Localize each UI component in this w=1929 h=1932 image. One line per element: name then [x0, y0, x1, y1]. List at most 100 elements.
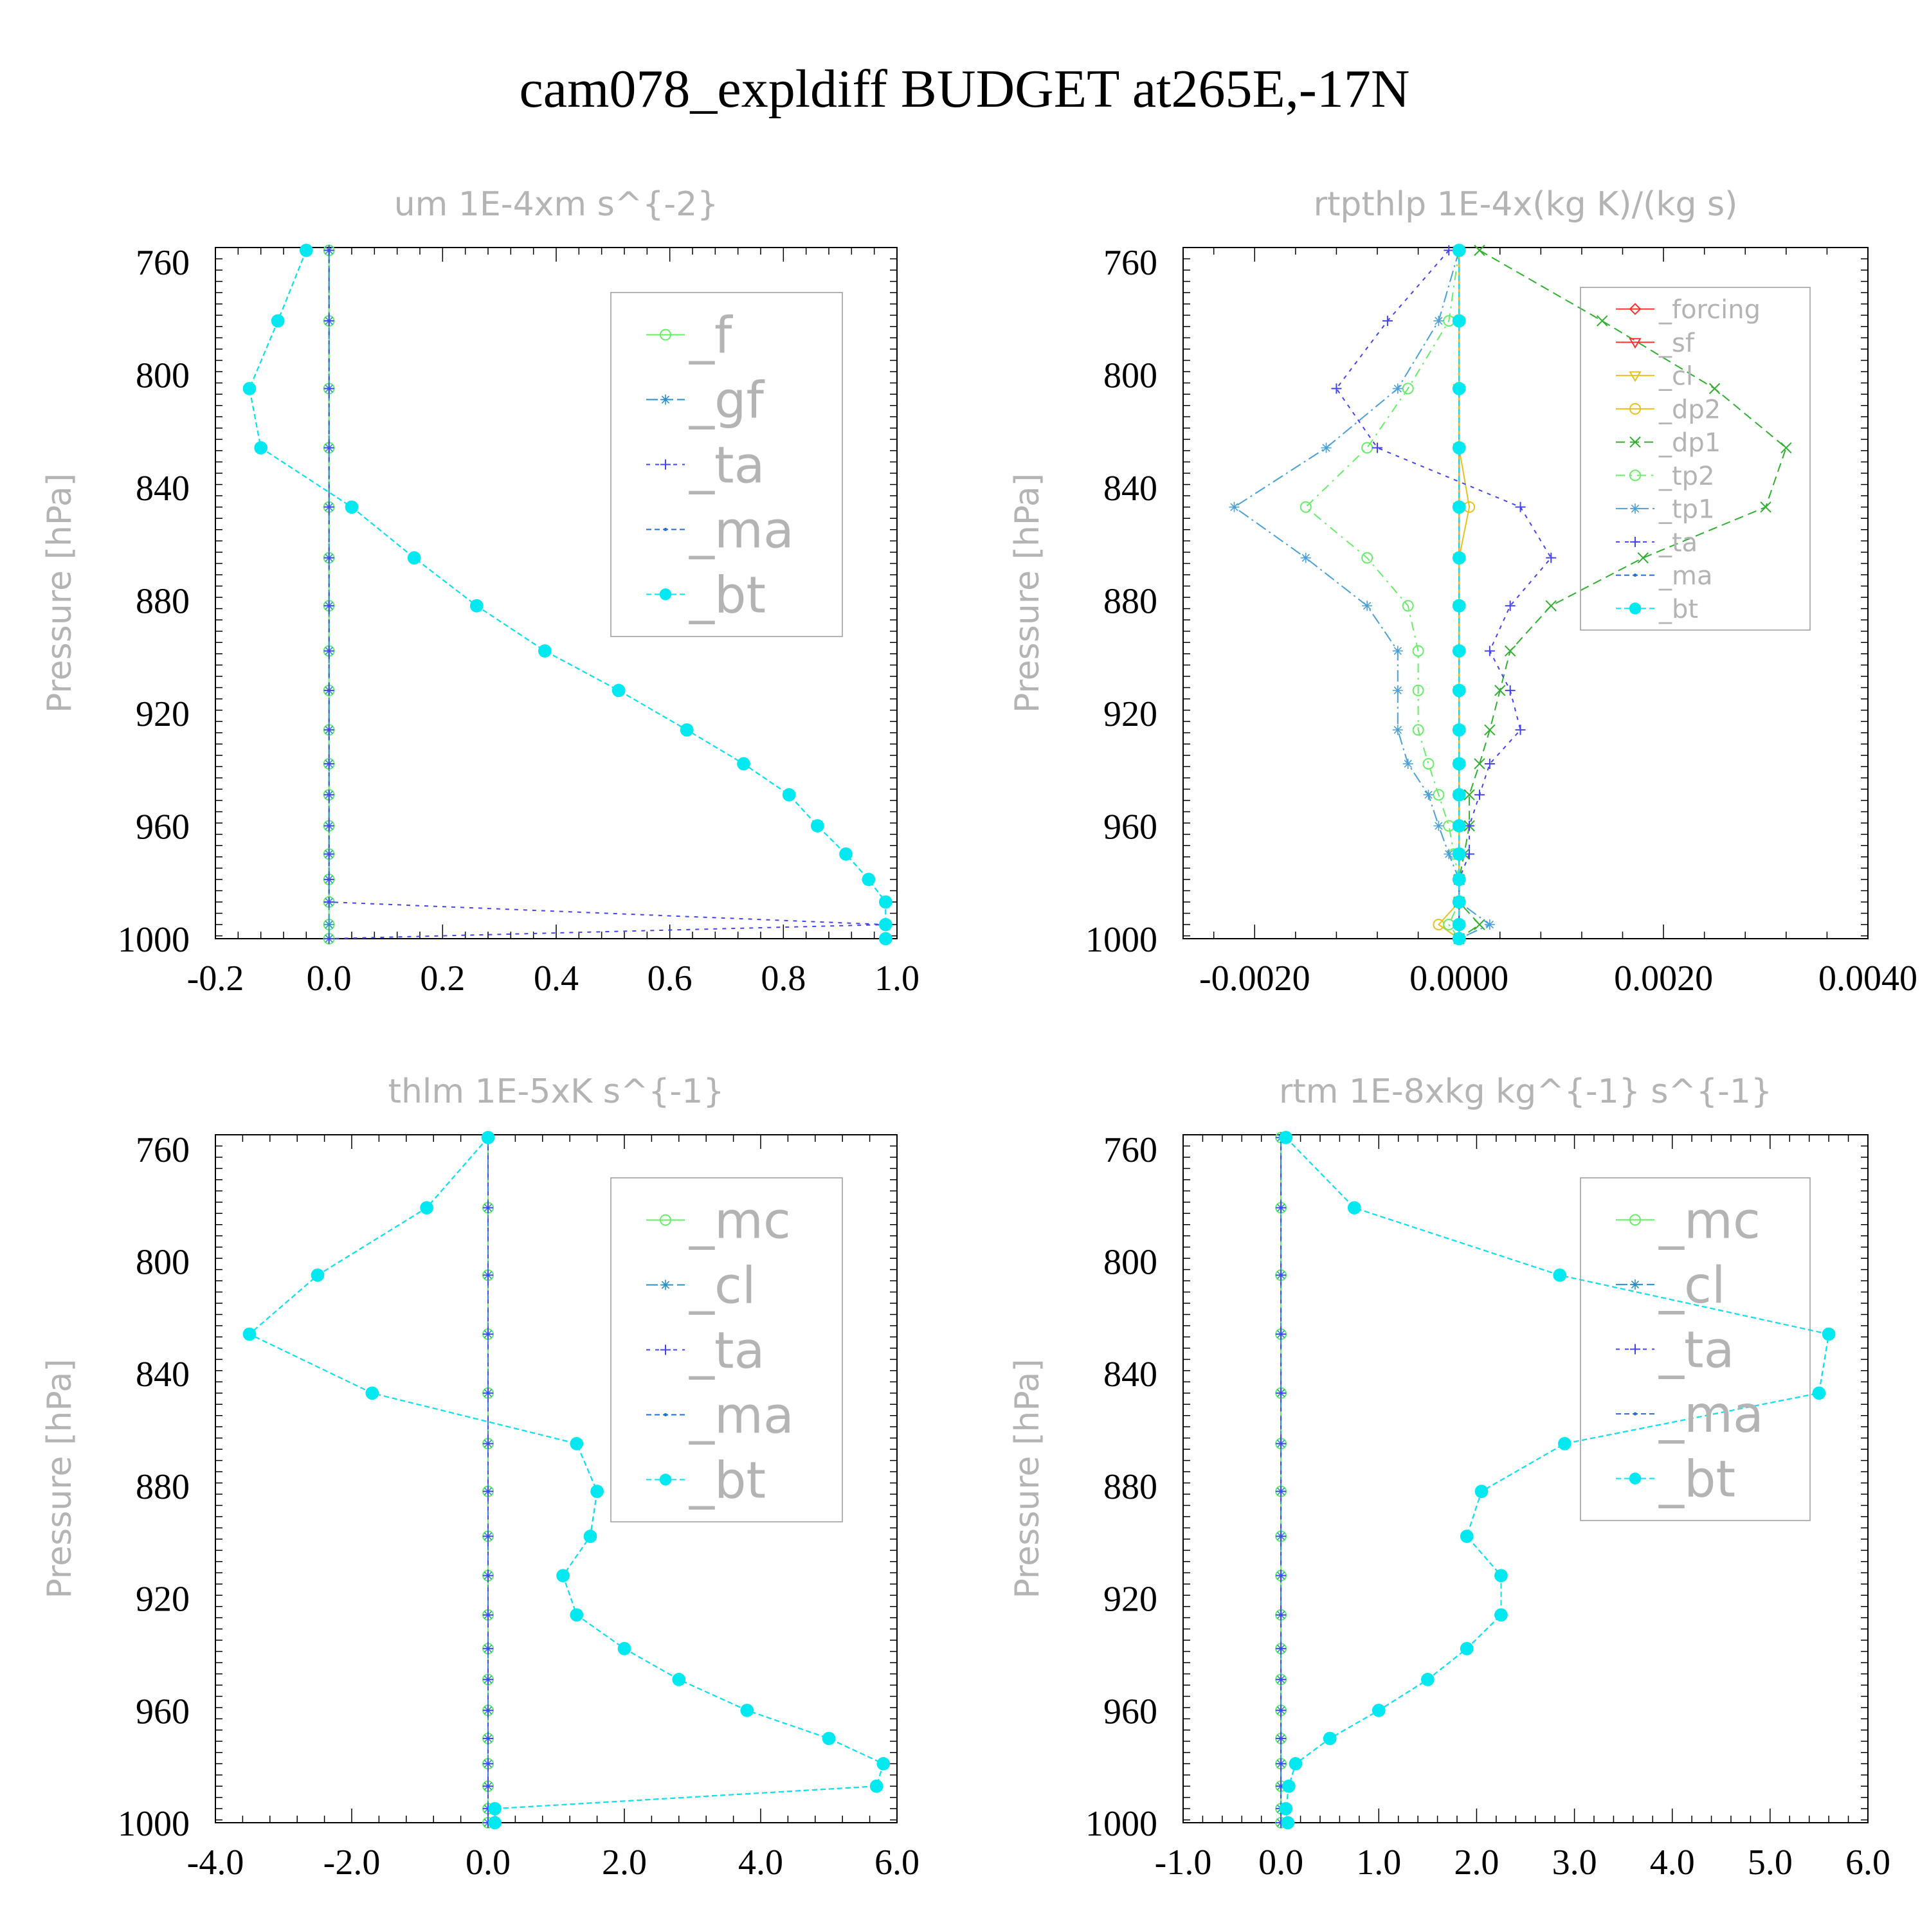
legend-label: _ma — [689, 1387, 794, 1445]
legend-marker — [1633, 573, 1637, 577]
panel-4: rtm 1E-8xkg kg^{-1} s^{-1} Pressure [hPa]… — [1008, 1072, 1890, 1882]
series-tp1 — [1229, 245, 1495, 944]
y-tick-label: 800 — [1103, 356, 1157, 395]
legend-label: _ta — [689, 437, 765, 495]
data-point — [323, 896, 334, 907]
series-bt — [242, 1131, 891, 1830]
data-point — [323, 646, 334, 656]
series-ta — [1276, 1132, 1287, 1828]
panel-title: thlm 1E-5xK s^{-1} — [388, 1072, 725, 1111]
data-point — [488, 1801, 502, 1816]
data-point — [1321, 442, 1332, 453]
data-point — [323, 442, 334, 453]
legend-marker — [660, 329, 671, 341]
legend-marker — [660, 1279, 671, 1290]
data-point — [1300, 552, 1311, 563]
y-tick-label: 840 — [1103, 1355, 1157, 1395]
data-point — [1484, 919, 1495, 930]
x-tick-label: 3.0 — [1552, 1843, 1597, 1882]
series-bt — [242, 244, 892, 946]
legend-marker — [1629, 371, 1642, 383]
legend-marker — [660, 1344, 671, 1355]
data-point — [1276, 1733, 1287, 1744]
legend-label: _cl — [689, 1258, 756, 1315]
y-axis-label: Pressure [hPa] — [41, 473, 79, 713]
y-tick-label: 880 — [1103, 1467, 1157, 1507]
legend-item-cl: _cl — [1616, 362, 1693, 392]
data-point — [1347, 1201, 1361, 1214]
data-point — [1474, 244, 1485, 257]
data-point — [1422, 757, 1435, 770]
data-point — [323, 383, 334, 394]
data-point — [483, 1270, 493, 1281]
data-point — [483, 1570, 493, 1581]
x-tick-label: 2.0 — [602, 1843, 647, 1882]
panel-3: thlm 1E-5xK s^{-1} Pressure [hPa] 760 800 84… — [41, 1072, 919, 1882]
data-point — [1444, 245, 1454, 256]
data-point — [1452, 644, 1466, 658]
data-point — [323, 849, 334, 860]
data-point — [1452, 500, 1466, 514]
panel-title: rtpthlp 1E-4x(kg K)/(kg s) — [1314, 185, 1738, 224]
data-point — [1452, 599, 1466, 613]
data-point — [1276, 1531, 1287, 1542]
data-point — [242, 1327, 257, 1341]
data-point — [299, 244, 313, 257]
legend-marker — [1633, 1412, 1637, 1416]
legend-label: _tp2 — [1658, 462, 1715, 491]
x-tick-label: 0.0040 — [1818, 959, 1917, 998]
data-point — [483, 1643, 493, 1654]
data-point — [323, 790, 334, 800]
plot-frame — [1182, 247, 1869, 939]
y-tick-label: 960 — [136, 807, 190, 847]
data-point — [1323, 1731, 1337, 1746]
data-point — [1412, 724, 1424, 736]
data-point — [740, 1703, 754, 1717]
y-tick-label: 760 — [1103, 1130, 1157, 1170]
data-point — [1546, 552, 1557, 563]
data-point — [488, 1816, 502, 1830]
legend-label: _dp2 — [1658, 395, 1721, 424]
legend-marker — [664, 1413, 667, 1416]
legend-box — [1580, 1177, 1811, 1521]
y-tick-label: 960 — [1103, 807, 1157, 847]
data-point — [1452, 847, 1466, 861]
y-tick-label: 920 — [1103, 694, 1157, 734]
series-ta — [483, 1132, 493, 1828]
legend-marker — [659, 588, 672, 600]
data-point — [469, 599, 484, 613]
data-point — [1276, 1609, 1287, 1620]
data-point — [323, 919, 334, 930]
data-point — [1760, 501, 1771, 513]
y-tick-label: 960 — [136, 1692, 190, 1731]
data-point — [1504, 645, 1516, 657]
data-point — [483, 1733, 493, 1744]
data-point — [1452, 382, 1466, 395]
legend-marker — [1630, 536, 1640, 547]
legend-label: _dp1 — [1658, 428, 1721, 458]
data-point — [810, 819, 824, 833]
data-point — [242, 382, 257, 395]
legend-label: _ta — [1658, 528, 1698, 557]
x-tick-label: 5.0 — [1748, 1843, 1793, 1882]
data-point — [1822, 1327, 1836, 1341]
x-tick-label: 0.4 — [534, 959, 579, 998]
data-point — [672, 1672, 686, 1686]
legend-label: _bt — [1658, 595, 1698, 624]
legend-item-gf: _gf — [646, 372, 765, 430]
data-point — [1300, 501, 1312, 513]
data-point — [782, 788, 796, 802]
series-line — [1336, 249, 1552, 939]
legend-marker — [1629, 469, 1641, 482]
x-tick-label: 0.6 — [648, 959, 693, 998]
data-point — [365, 1386, 379, 1400]
legend-label: _mc — [1658, 1192, 1761, 1250]
y-tick-label: 760 — [136, 243, 190, 283]
legend-item-tp2: _tp2 — [1616, 462, 1715, 491]
data-point — [590, 1485, 604, 1499]
y-tick-label: 880 — [136, 581, 190, 621]
data-point — [1452, 788, 1466, 802]
data-point — [483, 1202, 493, 1213]
data-point — [1382, 316, 1393, 327]
legend-marker — [1629, 1214, 1641, 1226]
